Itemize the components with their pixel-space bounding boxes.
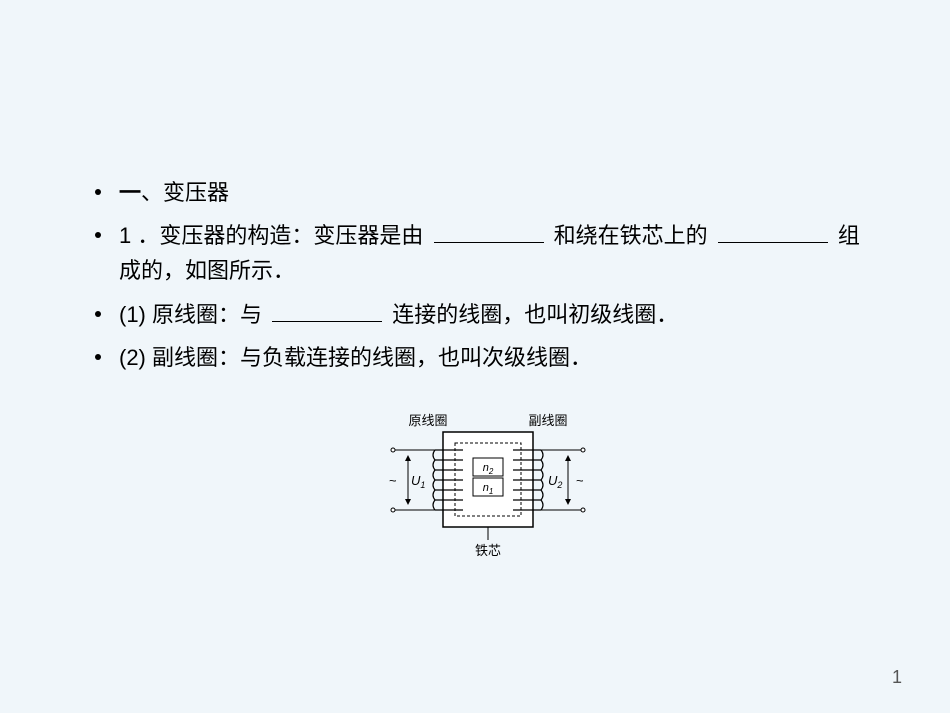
line3-t1: 副线圈：与负载连接的线圈，也叫次级线圈．	[152, 345, 592, 370]
title-separator: 、	[141, 180, 163, 205]
blank-2	[718, 221, 828, 243]
section-title-line: 一、变压器	[95, 175, 880, 210]
content-line-2: (1) 原线圈：与 连接的线圈，也叫初级线圈．	[95, 297, 880, 332]
terminal-right-bottom	[581, 508, 585, 512]
title-prefix: 一	[119, 180, 141, 205]
u1-label: U1	[411, 473, 425, 490]
line1-text: 1 ．变压器的构造：变压器是由 和绕在铁芯上的 组成的，如图所示．	[119, 218, 880, 288]
line1-t1: 变压器的构造：变压器是由	[159, 223, 423, 248]
line2-text: (1) 原线圈：与 连接的线圈，也叫初级线圈．	[119, 297, 880, 332]
line3-prefix: (2)	[119, 345, 152, 370]
line1-t2: 和绕在铁芯上的	[554, 223, 708, 248]
terminal-left-bottom	[391, 508, 395, 512]
title-main: 变压器	[163, 180, 229, 205]
diagram-container: 原线圈 副线圈 n2 n1	[95, 410, 880, 560]
u2-label: U2	[548, 473, 562, 490]
title-text: 一、变压器	[119, 175, 880, 210]
transformer-svg: 原线圈 副线圈 n2 n1	[373, 410, 603, 560]
blank-1	[434, 221, 544, 243]
bullet-icon	[95, 189, 101, 195]
slide-content: 一、变压器 1 ．变压器的构造：变压器是由 和绕在铁芯上的 组成的，如图所示． …	[0, 0, 950, 560]
label-core: 铁芯	[474, 543, 500, 558]
line2-prefix: (1)	[119, 302, 152, 327]
label-primary: 原线圈	[408, 413, 447, 428]
line3-text: (2) 副线圈：与负载连接的线圈，也叫次级线圈．	[119, 340, 880, 375]
tilde-right: ~	[576, 473, 584, 488]
transformer-diagram: 原线圈 副线圈 n2 n1	[373, 410, 603, 560]
terminal-right-top	[581, 448, 585, 452]
terminal-left-top	[391, 448, 395, 452]
tilde-left: ~	[389, 473, 397, 488]
bullet-icon	[95, 232, 101, 238]
content-line-1: 1 ．变压器的构造：变压器是由 和绕在铁芯上的 组成的，如图所示．	[95, 218, 880, 288]
line2-t2: 连接的线圈，也叫初级线圈．	[392, 302, 678, 327]
line2-t1: 原线圈：与	[152, 302, 262, 327]
label-secondary: 副线圈	[528, 413, 567, 428]
bullet-icon	[95, 354, 101, 360]
line1-prefix: 1 ．	[119, 223, 159, 248]
content-line-3: (2) 副线圈：与负载连接的线圈，也叫次级线圈．	[95, 340, 880, 375]
bullet-icon	[95, 311, 101, 317]
blank-3	[272, 300, 382, 322]
page-number: 1	[892, 667, 902, 688]
